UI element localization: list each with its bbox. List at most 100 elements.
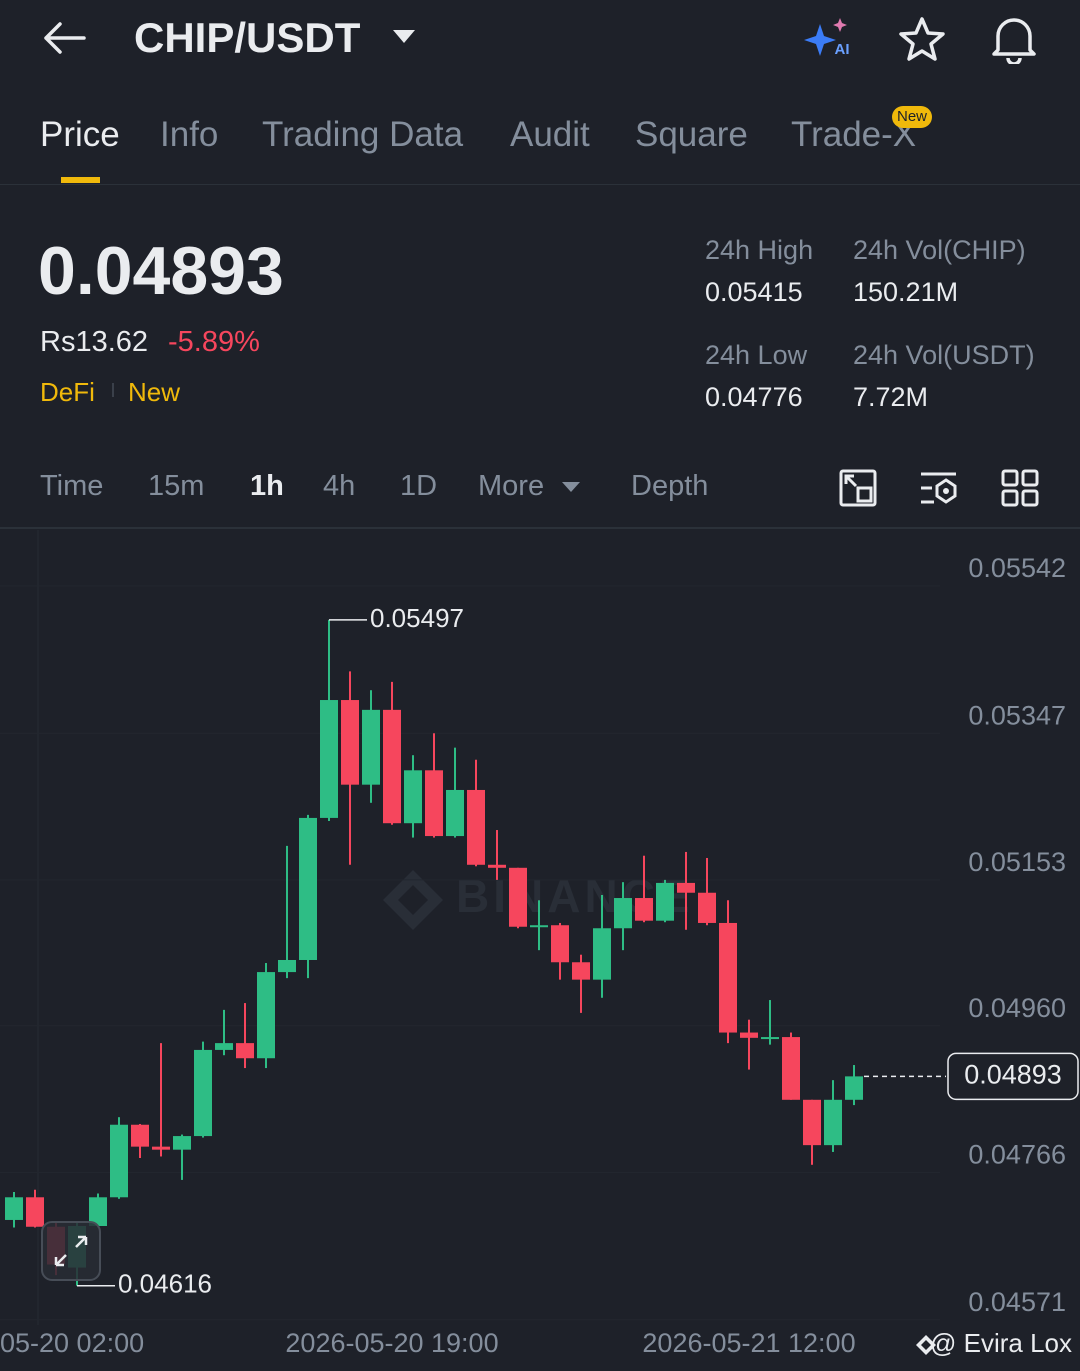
candle-body [698,892,716,923]
indicator-icon[interactable] [918,468,960,508]
back-button[interactable] [40,18,90,58]
tag-separator [112,383,114,397]
stat-value: 0.04776 [705,382,803,412]
interval[interactable]: Time [40,470,104,502]
footer-credit: @ Evira Lox [930,1328,1072,1358]
candle-body [320,700,338,818]
tab[interactable]: Square [635,115,748,154]
candle-body [509,867,527,927]
candle-body [803,1099,821,1146]
interval[interactable]: 15m [148,470,205,502]
new-badge: New [892,106,933,128]
x-tick-label: 2026-05-21 12:00 [642,1328,855,1358]
candle-body [26,1197,44,1227]
candle-body [614,898,632,929]
price-change: -5.89% [168,326,260,358]
candle-body [173,1136,191,1150]
labels: 0.05542 0.05347 0.05153 0.04960 0.04766 0.045… [0,553,1079,1358]
ai-badge: AI [835,41,850,58]
candle-body [278,959,296,973]
candle-body [194,1049,212,1137]
candle-body [635,898,653,921]
divider [0,184,1080,185]
favorite-button[interactable] [898,16,946,62]
ai-icon[interactable]: AI [804,16,856,60]
candle-body [152,1146,170,1150]
candle-body [89,1197,107,1227]
fullscreen-icon[interactable] [838,468,878,508]
candle-body [551,925,569,963]
fiat-price: Rs13.62 [40,326,149,358]
y-tick-label: 0.04960 [968,993,1066,1023]
candle-body [593,928,611,980]
pair-dropdown[interactable] [392,28,416,44]
candle-body [404,770,422,824]
candle-body [572,962,590,980]
tab[interactable]: Price [40,115,120,154]
candle-body [761,1037,779,1040]
divider [0,527,1080,529]
candle-body [467,789,485,865]
more-caret [562,482,580,492]
stat-label: 24h Low [705,340,808,370]
tab[interactable]: Audit [510,115,590,154]
last-price-label: 0.04893 [964,1059,1062,1089]
stat-value: 7.72M [853,382,929,412]
x-tick-label: 2026-05-20 19:00 [285,1328,498,1358]
candle-body [740,1032,758,1038]
interval[interactable]: 1h [250,470,284,502]
interval[interactable]: 1D [400,470,438,502]
candle-body [236,1043,254,1059]
candle-body [782,1037,800,1100]
interval[interactable]: Depth [631,470,709,502]
tab[interactable]: Info [160,115,219,154]
y-tick-label: 0.05153 [968,847,1066,877]
candle-body [446,789,464,837]
tab[interactable]: Trading Data [262,115,464,154]
candle-body [677,882,695,893]
candle-body [362,709,380,785]
last-price: 0.04893 [38,233,284,309]
tag[interactable]: DeFi [40,377,95,407]
candle-body [5,1197,23,1220]
candle-body [215,1043,233,1050]
candle-body [341,700,359,785]
pair-title[interactable]: CHIP/USDT [134,14,361,61]
stat-label: 24h Vol(CHIP) [853,235,1026,265]
candle-body [383,709,401,824]
y-tick-label: 0.05542 [968,553,1066,583]
candle-body [299,817,317,960]
last-price-box [947,1052,1079,1101]
stat-value: 150.21M [853,277,959,307]
interval[interactable]: 4h [323,470,356,502]
grid [0,585,940,1321]
x-tick-label: 05-20 02:00 [0,1328,144,1358]
y-tick-label: 0.05347 [968,700,1066,730]
candle-body [845,1076,863,1100]
candle-body [425,770,443,837]
alert-button[interactable] [990,14,1038,64]
interval[interactable]: More [478,470,545,502]
candle-body [131,1124,149,1147]
high-marker-label: 0.05497 [370,603,464,633]
stat-label: 24h High [705,235,814,265]
stat-label: 24h Vol(USDT) [853,340,1035,370]
y-tick-label: 0.04766 [968,1139,1066,1169]
footer-logo [916,1335,936,1355]
expand-button[interactable] [41,1221,101,1281]
candle-body [257,972,275,1059]
candle-body [824,1099,842,1146]
plot [5,619,863,1286]
candle-body [719,922,737,1033]
y-tick-label: 0.04571 [968,1287,1066,1317]
stat-value: 0.05415 [705,277,803,307]
tag[interactable]: New [128,377,181,407]
layout-icon[interactable] [1000,468,1040,508]
tab-indicator [61,177,100,183]
candle-body [656,882,674,921]
candlestick-chart: BINANCE 0.055420.053470.051530.049600.04… [0,530,1079,1358]
candle-body [110,1124,128,1198]
low-marker-label: 0.04616 [118,1269,212,1299]
